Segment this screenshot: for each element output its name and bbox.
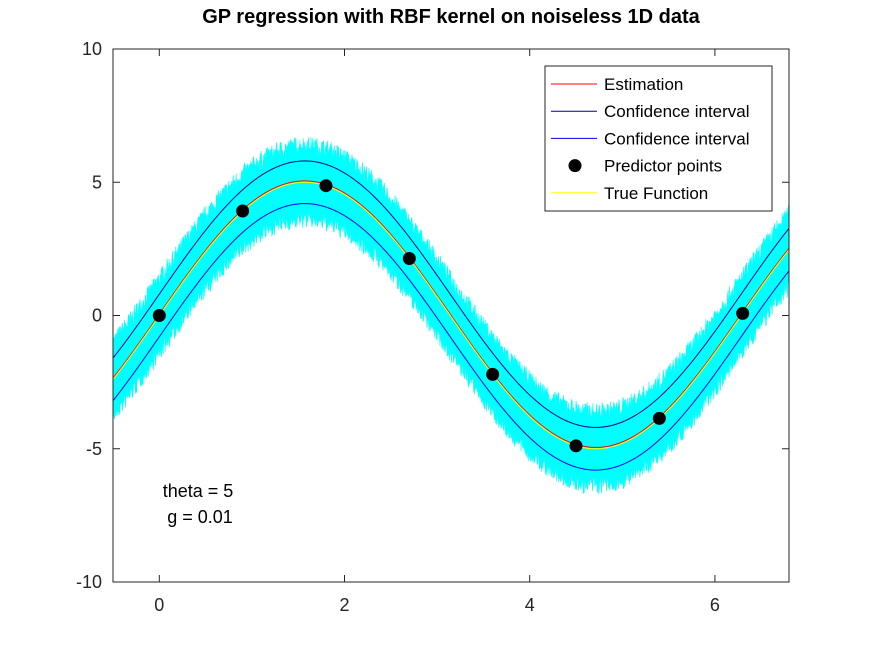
predictor-point <box>402 251 416 265</box>
parameter-annotation: theta = 5 <box>163 481 234 501</box>
estimation-line <box>113 180 789 448</box>
predictor-point <box>736 306 750 320</box>
x-tick-label: 2 <box>339 595 349 615</box>
predictor-point <box>569 439 583 453</box>
y-tick-label: 5 <box>92 172 102 192</box>
y-tick-label: -5 <box>86 439 102 459</box>
x-tick-label: 0 <box>154 595 164 615</box>
chart-title: GP regression with RBF kernel on noisele… <box>202 6 700 28</box>
predictor-point <box>486 367 500 381</box>
legend-entry-label: Confidence interval <box>604 129 750 148</box>
true-function-line <box>113 181 789 450</box>
parameter-annotation: g = 0.01 <box>167 507 233 527</box>
y-tick-label: 0 <box>92 306 102 326</box>
confidence-lower-line <box>113 203 789 471</box>
legend-entry-label: Confidence interval <box>604 102 750 121</box>
x-tick-label: 6 <box>710 595 720 615</box>
predictor-point <box>236 204 250 218</box>
legend: Estimation Confidence interval Confidence … <box>544 65 773 212</box>
legend-entry-label: Predictor points <box>604 157 722 176</box>
y-tick-label: -10 <box>76 572 102 592</box>
legend-entry-label: Estimation <box>604 75 683 94</box>
y-tick-label: 10 <box>82 39 102 59</box>
legend-marker <box>568 159 582 173</box>
x-tick-label: 4 <box>525 595 535 615</box>
legend-entry-label: True Function <box>604 184 708 203</box>
predictor-point <box>319 179 333 193</box>
predictor-point <box>652 411 666 425</box>
predictor-point <box>152 309 166 322</box>
confidence-upper-line <box>113 160 789 428</box>
